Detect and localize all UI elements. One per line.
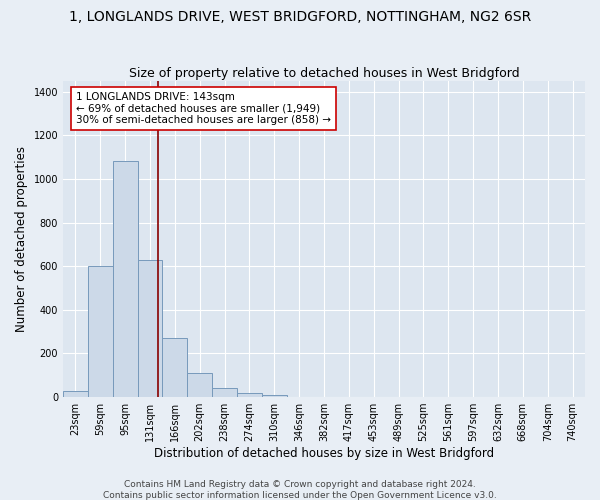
X-axis label: Distribution of detached houses by size in West Bridgford: Distribution of detached houses by size … xyxy=(154,447,494,460)
Bar xyxy=(88,266,113,397)
Title: Size of property relative to detached houses in West Bridgford: Size of property relative to detached ho… xyxy=(129,66,520,80)
Bar xyxy=(113,162,137,397)
Bar xyxy=(137,260,163,397)
Text: 1 LONGLANDS DRIVE: 143sqm
← 69% of detached houses are smaller (1,949)
30% of se: 1 LONGLANDS DRIVE: 143sqm ← 69% of detac… xyxy=(76,92,331,125)
Bar xyxy=(212,388,237,397)
Bar xyxy=(187,373,212,397)
Bar xyxy=(262,395,287,397)
Text: 1, LONGLANDS DRIVE, WEST BRIDGFORD, NOTTINGHAM, NG2 6SR: 1, LONGLANDS DRIVE, WEST BRIDGFORD, NOTT… xyxy=(69,10,531,24)
Y-axis label: Number of detached properties: Number of detached properties xyxy=(15,146,28,332)
Bar xyxy=(63,390,88,397)
Bar xyxy=(237,392,262,397)
Text: Contains HM Land Registry data © Crown copyright and database right 2024.
Contai: Contains HM Land Registry data © Crown c… xyxy=(103,480,497,500)
Bar xyxy=(163,338,187,397)
